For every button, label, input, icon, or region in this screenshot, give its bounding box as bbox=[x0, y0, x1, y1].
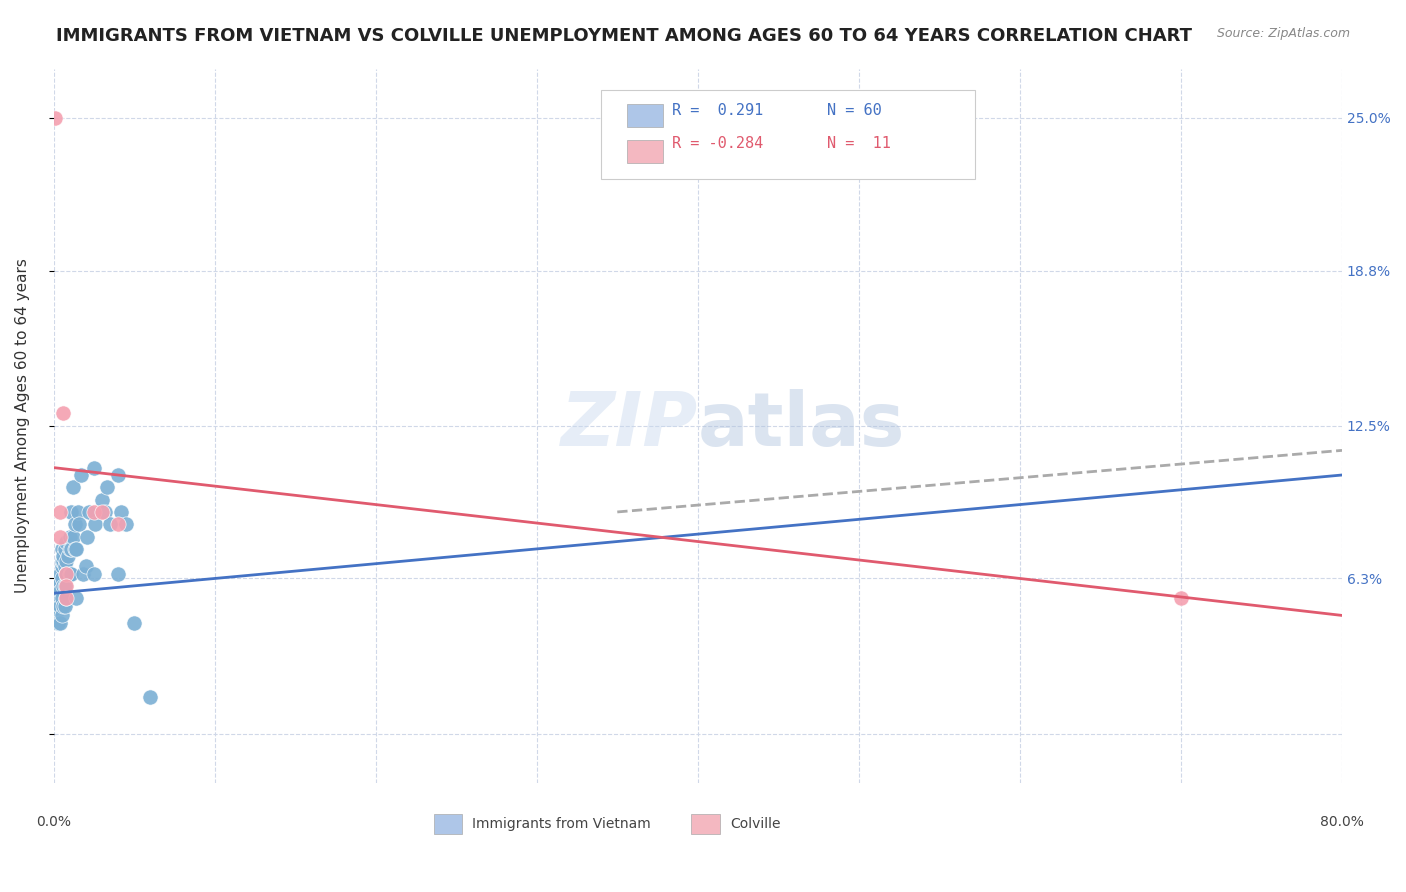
FancyBboxPatch shape bbox=[627, 104, 664, 127]
Point bbox=[53, 541, 76, 556]
Point bbox=[53, 579, 76, 593]
Text: 0.0%: 0.0% bbox=[37, 815, 72, 829]
Point bbox=[55, 579, 77, 593]
Text: 80.0%: 80.0% bbox=[1320, 815, 1364, 829]
Point bbox=[59, 566, 82, 581]
Point bbox=[48, 591, 70, 606]
Text: R =  0.291: R = 0.291 bbox=[672, 103, 763, 118]
Point bbox=[60, 566, 83, 581]
Point bbox=[49, 599, 72, 613]
Text: Immigrants from Vietnam: Immigrants from Vietnam bbox=[472, 817, 651, 830]
Point bbox=[65, 541, 87, 556]
Point bbox=[76, 530, 98, 544]
Point bbox=[70, 468, 93, 483]
Point bbox=[67, 517, 90, 532]
Point bbox=[55, 534, 77, 549]
FancyBboxPatch shape bbox=[602, 90, 974, 179]
Point bbox=[49, 615, 72, 630]
Point bbox=[122, 615, 145, 630]
FancyBboxPatch shape bbox=[692, 814, 720, 834]
Point bbox=[53, 599, 76, 613]
Point bbox=[60, 541, 83, 556]
Point bbox=[107, 517, 129, 532]
Point bbox=[107, 566, 129, 581]
Point bbox=[59, 530, 82, 544]
FancyBboxPatch shape bbox=[433, 814, 463, 834]
Point bbox=[72, 566, 94, 581]
Point bbox=[52, 599, 75, 613]
Text: N =  11: N = 11 bbox=[827, 136, 890, 152]
Text: Source: ZipAtlas.com: Source: ZipAtlas.com bbox=[1216, 27, 1350, 40]
Point bbox=[48, 603, 70, 617]
Point bbox=[59, 541, 82, 556]
Point bbox=[84, 517, 107, 532]
Point bbox=[94, 505, 117, 519]
Point bbox=[90, 492, 112, 507]
Point bbox=[96, 480, 118, 494]
Point bbox=[49, 583, 72, 598]
Point bbox=[63, 541, 86, 556]
Point bbox=[55, 566, 77, 581]
FancyBboxPatch shape bbox=[627, 140, 664, 163]
Point bbox=[63, 517, 86, 532]
Point bbox=[49, 505, 72, 519]
Point bbox=[107, 468, 129, 483]
Point bbox=[66, 505, 89, 519]
Point bbox=[55, 591, 77, 606]
Point bbox=[77, 505, 100, 519]
Point bbox=[51, 591, 73, 606]
Text: Colville: Colville bbox=[730, 817, 780, 830]
Point bbox=[52, 579, 75, 593]
Point bbox=[110, 505, 132, 519]
Point bbox=[49, 566, 72, 581]
Point bbox=[48, 574, 70, 588]
Point bbox=[52, 549, 75, 564]
Text: IMMIGRANTS FROM VIETNAM VS COLVILLE UNEMPLOYMENT AMONG AGES 60 TO 64 YEARS CORRE: IMMIGRANTS FROM VIETNAM VS COLVILLE UNEM… bbox=[56, 27, 1192, 45]
Point bbox=[55, 554, 77, 568]
Point bbox=[55, 591, 77, 606]
Point bbox=[49, 530, 72, 544]
Point bbox=[53, 559, 76, 574]
Point bbox=[115, 517, 138, 532]
Point bbox=[1170, 591, 1192, 606]
Text: R = -0.284: R = -0.284 bbox=[672, 136, 763, 152]
Point bbox=[83, 505, 105, 519]
Point bbox=[55, 566, 77, 581]
Point bbox=[51, 554, 73, 568]
Point bbox=[51, 572, 73, 586]
Text: N = 60: N = 60 bbox=[827, 103, 882, 118]
Point bbox=[52, 554, 75, 568]
Point bbox=[75, 559, 97, 574]
Point bbox=[139, 690, 162, 704]
Point bbox=[44, 111, 66, 125]
Point bbox=[48, 615, 70, 630]
Point bbox=[51, 541, 73, 556]
Point bbox=[56, 549, 79, 564]
Point bbox=[52, 406, 75, 420]
Point bbox=[98, 517, 121, 532]
Point bbox=[51, 559, 73, 574]
Point bbox=[62, 530, 84, 544]
Point bbox=[48, 579, 70, 593]
Point bbox=[83, 566, 105, 581]
Text: ZIP: ZIP bbox=[561, 389, 697, 462]
Point bbox=[62, 480, 84, 494]
Point bbox=[65, 591, 87, 606]
Text: atlas: atlas bbox=[697, 389, 905, 462]
Point bbox=[90, 505, 112, 519]
Point bbox=[60, 505, 83, 519]
Point bbox=[51, 608, 73, 623]
Y-axis label: Unemployment Among Ages 60 to 64 years: Unemployment Among Ages 60 to 64 years bbox=[15, 259, 30, 593]
Point bbox=[83, 460, 105, 475]
